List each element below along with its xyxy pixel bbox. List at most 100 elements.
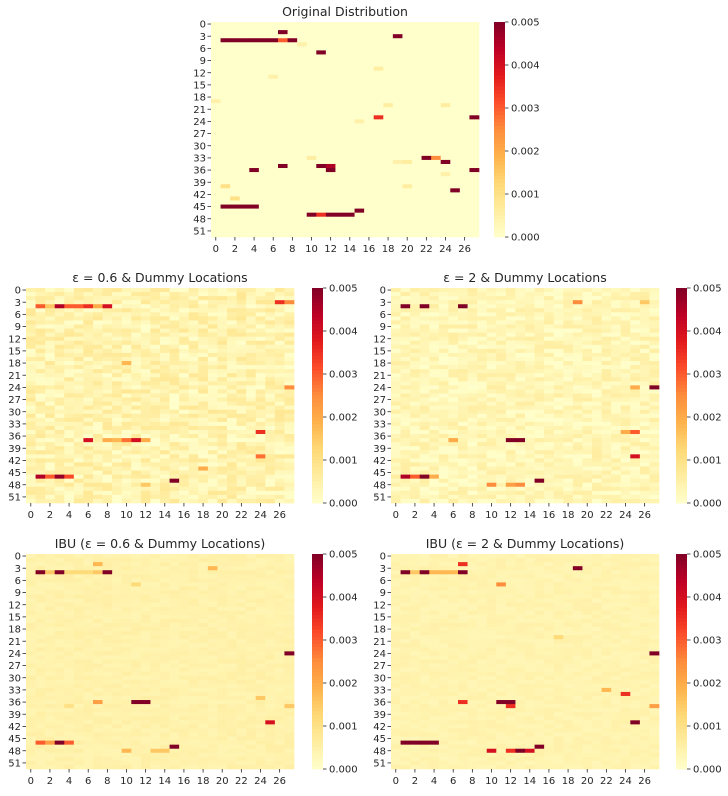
heatmap-cell — [364, 107, 375, 112]
heatmap-cell — [392, 228, 403, 234]
heatmap-cell — [26, 429, 36, 435]
heatmap-cell — [220, 159, 231, 165]
y-tick-label: 9 — [380, 322, 386, 333]
heatmap-cell — [553, 454, 564, 459]
heatmap-cell — [469, 54, 480, 59]
heatmap-cell — [450, 204, 461, 209]
heatmap-cell — [160, 558, 170, 563]
heatmap-cell — [131, 425, 142, 431]
heatmap-cell — [412, 46, 422, 51]
heatmap-cell — [239, 131, 250, 136]
heatmap-cell — [93, 320, 103, 325]
heatmap-cell — [505, 490, 516, 496]
heatmap-cell — [544, 498, 555, 504]
heatmap-cell — [83, 554, 94, 559]
heatmap-cell — [54, 397, 65, 402]
heatmap-cell — [419, 312, 430, 317]
heatmap-cell — [392, 103, 403, 108]
heatmap-cell — [102, 304, 113, 309]
heatmap-cell — [131, 405, 142, 411]
heatmap-cell — [220, 184, 231, 189]
heatmap-cell — [227, 566, 237, 571]
heatmap-cell — [345, 86, 355, 92]
heatmap-cell — [265, 356, 276, 362]
heatmap-cell — [496, 292, 507, 297]
heatmap-cell — [258, 196, 269, 201]
heatmap-cell — [421, 204, 432, 209]
heatmap-cell — [325, 196, 336, 201]
heatmap-cell — [534, 397, 545, 402]
heatmap-cell — [207, 421, 218, 427]
heatmap-cell — [306, 58, 317, 63]
heatmap-cell — [630, 373, 641, 378]
heatmap-cell — [169, 401, 180, 406]
heatmap-cell — [258, 30, 269, 35]
heatmap-cell — [131, 292, 142, 297]
heatmap-cell — [54, 554, 65, 559]
heatmap-cell — [515, 421, 526, 427]
heatmap-cell — [160, 312, 170, 317]
heatmap-cell — [297, 168, 308, 173]
heatmap-cell — [391, 369, 401, 374]
heatmap-cell — [383, 196, 394, 201]
heatmap-cell — [93, 494, 103, 500]
heatmap-cell — [525, 389, 535, 394]
heatmap-cell — [198, 494, 209, 500]
heatmap-cell — [227, 288, 237, 293]
heatmap-cell — [268, 200, 279, 205]
heatmap-cell — [469, 232, 480, 238]
heatmap-cell — [255, 292, 266, 297]
heatmap-cell — [345, 192, 355, 197]
heatmap-cell — [431, 42, 442, 47]
colorbar-segment — [676, 309, 687, 314]
heatmap-cell — [486, 470, 497, 475]
heatmap-cell — [274, 401, 285, 406]
heatmap-cell — [265, 458, 276, 463]
heatmap-cell — [364, 95, 375, 100]
heatmap-cell — [429, 442, 440, 447]
heatmap-cell — [448, 385, 459, 390]
heatmap-cell — [198, 438, 209, 443]
heatmap-cell — [639, 486, 650, 492]
heatmap-cell — [258, 34, 269, 39]
heatmap-cell — [198, 389, 209, 394]
heatmap-cell — [534, 332, 545, 338]
heatmap-cell — [121, 340, 132, 346]
y-tick-label: 9 — [15, 322, 21, 333]
heatmap-cell — [239, 38, 250, 43]
heatmap-cell — [345, 155, 355, 161]
heatmap-cell — [335, 139, 346, 145]
heatmap-cell — [458, 365, 468, 370]
heatmap-cell — [553, 356, 564, 362]
heatmap-cell — [287, 208, 298, 214]
heatmap-cell — [486, 478, 497, 484]
heatmap-cell — [639, 361, 650, 366]
heatmap-cell — [459, 188, 470, 193]
heatmap-cell — [45, 478, 56, 484]
heatmap-cell — [73, 470, 84, 475]
heatmap-cell — [335, 115, 346, 120]
heatmap-cell — [630, 397, 641, 402]
colorbar-segment — [312, 377, 323, 382]
heatmap-cell — [217, 288, 228, 293]
heatmap-cell — [410, 344, 421, 350]
heatmap-cell — [306, 90, 317, 96]
heatmap-cell — [258, 204, 269, 209]
heatmap-cell — [620, 458, 631, 463]
heatmap-cell — [582, 470, 593, 475]
y-tick-label: 51 — [8, 493, 21, 504]
heatmap-cell — [83, 454, 94, 459]
heatmap-cell — [400, 494, 411, 500]
heatmap-cell — [601, 458, 612, 463]
heatmap-cell — [400, 478, 411, 484]
heatmap-cell — [112, 288, 123, 293]
heatmap-cell — [297, 188, 308, 193]
heatmap-cell — [592, 458, 602, 463]
heatmap-cell — [73, 304, 84, 309]
heatmap-cell — [306, 131, 317, 136]
heatmap-cell — [258, 107, 269, 112]
heatmap-cell — [255, 308, 266, 313]
heatmap-cell — [345, 163, 355, 169]
heatmap-cell — [649, 389, 660, 394]
